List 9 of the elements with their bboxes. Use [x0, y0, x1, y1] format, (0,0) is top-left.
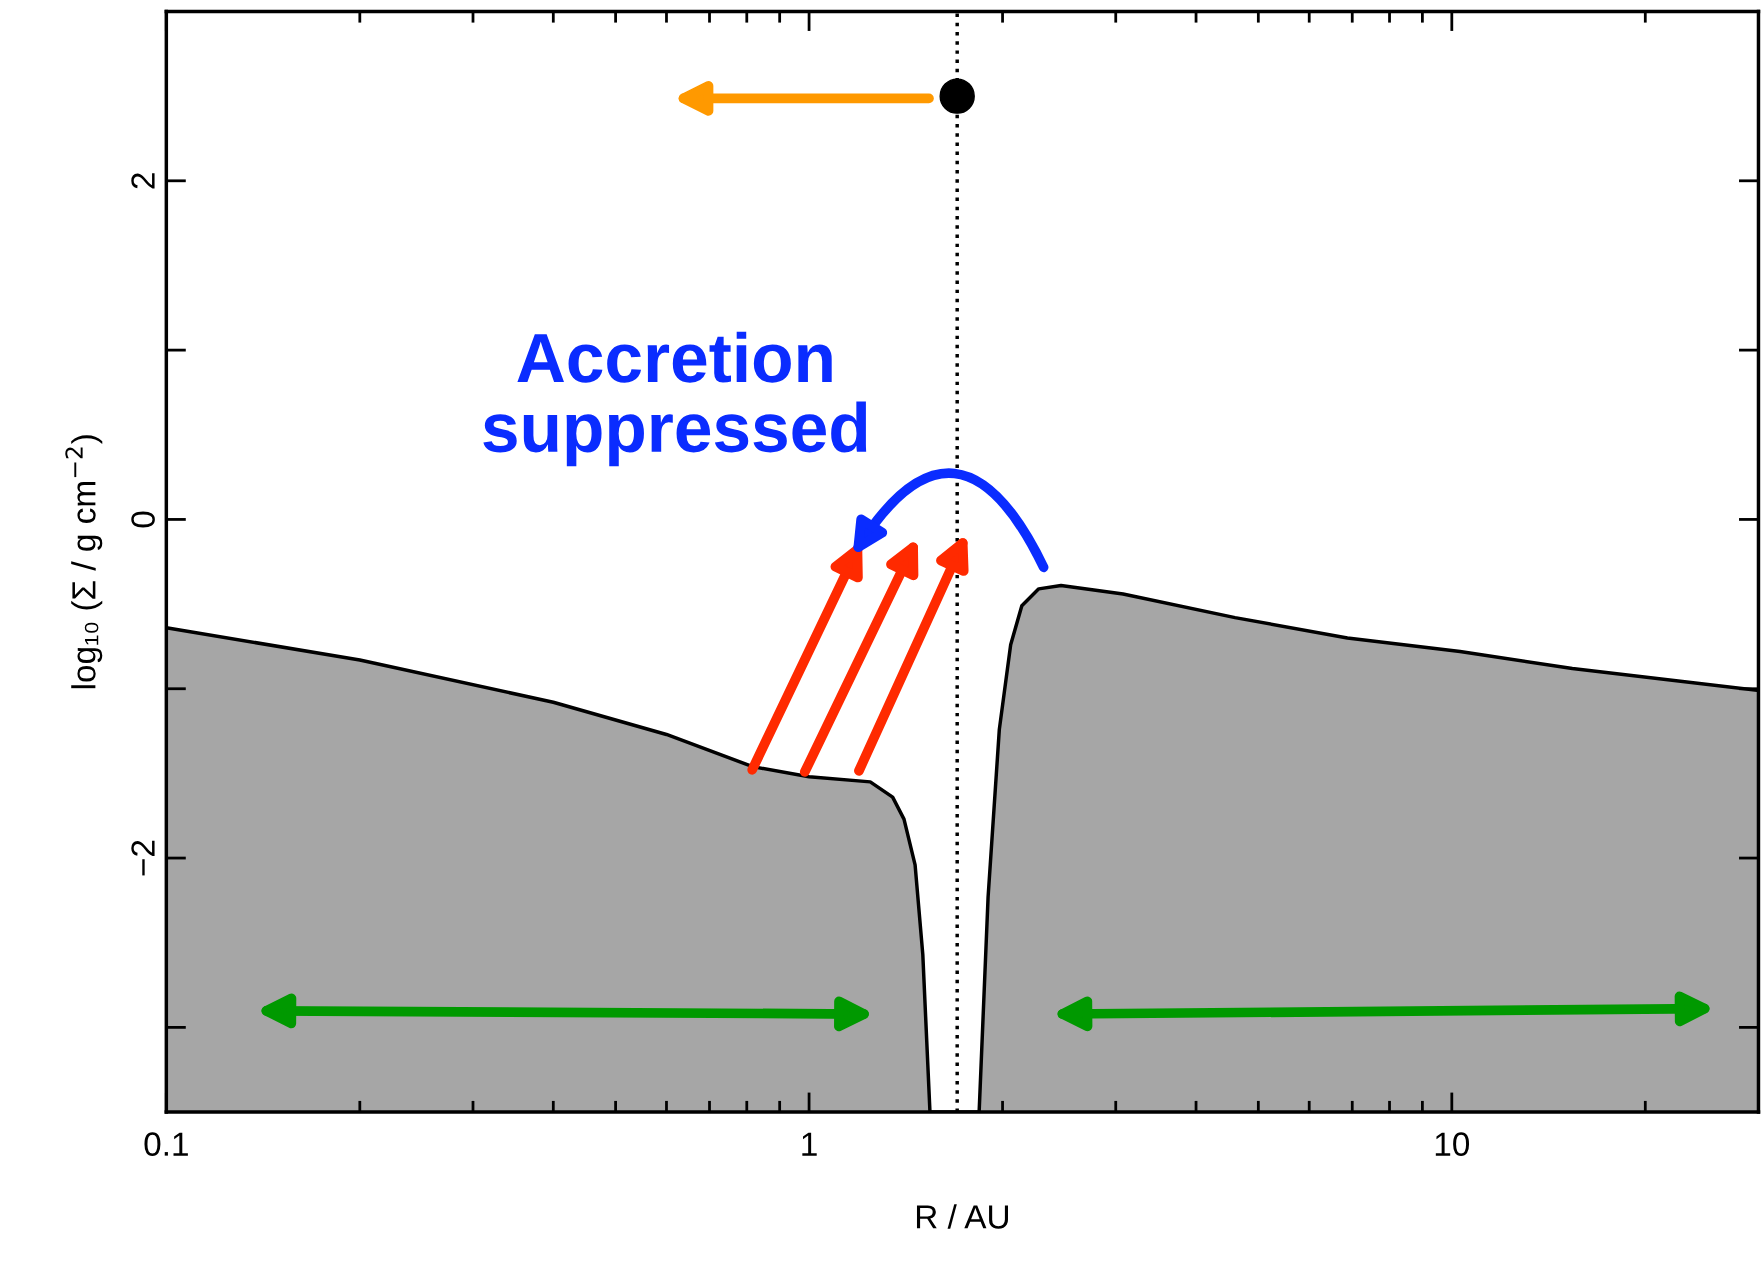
- y-tick-label: −2: [131, 840, 155, 876]
- x-tick-label: 1: [802, 1132, 817, 1156]
- x-axis-title: R / AU: [916, 1204, 1008, 1229]
- y-axis-title: log₁₀ (Σ / g cm$^{−2}$): [65, 435, 103, 689]
- x-tick-label: 0.1: [144, 1132, 188, 1156]
- x-tick-label: 10: [1435, 1132, 1470, 1156]
- y-tick-label: 0: [131, 511, 155, 528]
- y-tick-label: 2: [131, 173, 155, 189]
- annotation: Accretion suppressed: [483, 331, 867, 467]
